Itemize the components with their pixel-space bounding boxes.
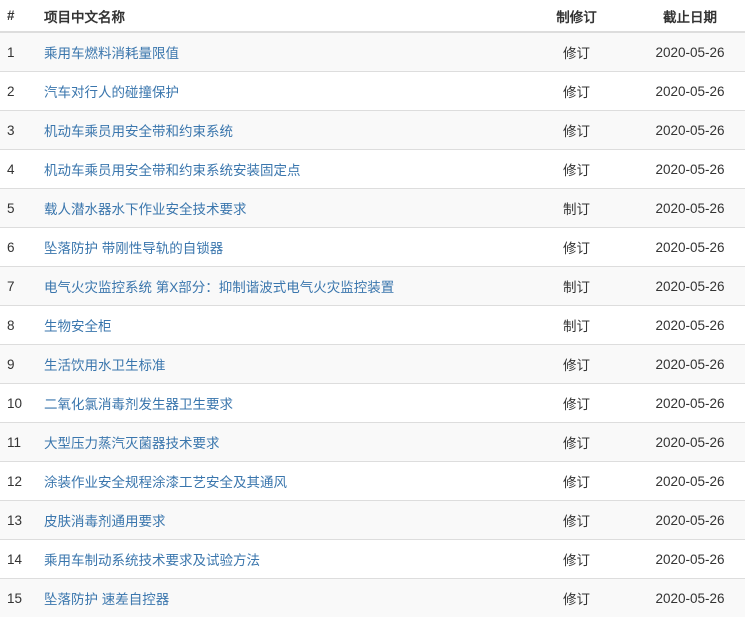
row-num: 5 bbox=[0, 189, 44, 228]
header-type: 制修订 bbox=[518, 0, 635, 32]
table-row: 5 载人潜水器水下作业安全技术要求 制订 2020-05-26 bbox=[0, 189, 745, 228]
table-row: 10 二氧化氯消毒剂发生器卫生要求 修订 2020-05-26 bbox=[0, 384, 745, 423]
project-name-link[interactable]: 机动车乘员用安全带和约束系统安装固定点 bbox=[44, 163, 301, 178]
table-row: 15 坠落防护 速差自控器 修订 2020-05-26 bbox=[0, 579, 745, 617]
row-deadline: 2020-05-26 bbox=[635, 32, 745, 72]
table-row: 9 生活饮用水卫生标准 修订 2020-05-26 bbox=[0, 345, 745, 384]
row-deadline: 2020-05-26 bbox=[635, 384, 745, 423]
row-name-cell: 乘用车制动系统技术要求及试验方法 bbox=[44, 540, 518, 579]
project-name-link[interactable]: 电气火灾监控系统 第X部分：抑制谐波式电气火灾监控装置 bbox=[44, 280, 394, 295]
row-num: 8 bbox=[0, 306, 44, 345]
row-num: 6 bbox=[0, 228, 44, 267]
row-type: 制订 bbox=[518, 306, 635, 345]
row-type: 修订 bbox=[518, 228, 635, 267]
row-name-cell: 电气火灾监控系统 第X部分：抑制谐波式电气火灾监控装置 bbox=[44, 267, 518, 306]
row-deadline: 2020-05-26 bbox=[635, 189, 745, 228]
row-num: 14 bbox=[0, 540, 44, 579]
table-row: 7 电气火灾监控系统 第X部分：抑制谐波式电气火灾监控装置 制订 2020-05… bbox=[0, 267, 745, 306]
row-deadline: 2020-05-26 bbox=[635, 501, 745, 540]
project-name-link[interactable]: 机动车乘员用安全带和约束系统 bbox=[44, 124, 233, 139]
row-num: 9 bbox=[0, 345, 44, 384]
row-num: 12 bbox=[0, 462, 44, 501]
table-row: 11 大型压力蒸汽灭菌器技术要求 修订 2020-05-26 bbox=[0, 423, 745, 462]
row-num: 2 bbox=[0, 72, 44, 111]
row-name-cell: 汽车对行人的碰撞保护 bbox=[44, 72, 518, 111]
row-name-cell: 涂装作业安全规程涂漆工艺安全及其通风 bbox=[44, 462, 518, 501]
project-name-link[interactable]: 大型压力蒸汽灭菌器技术要求 bbox=[44, 436, 220, 451]
table-header-row: # 项目中文名称 制修订 截止日期 bbox=[0, 0, 745, 32]
project-name-link[interactable]: 汽车对行人的碰撞保护 bbox=[44, 85, 179, 100]
row-deadline: 2020-05-26 bbox=[635, 306, 745, 345]
row-num: 10 bbox=[0, 384, 44, 423]
table-row: 1 乘用车燃料消耗量限值 修订 2020-05-26 bbox=[0, 32, 745, 72]
row-num: 11 bbox=[0, 423, 44, 462]
row-type: 修订 bbox=[518, 111, 635, 150]
row-type: 修订 bbox=[518, 345, 635, 384]
row-name-cell: 生物安全柜 bbox=[44, 306, 518, 345]
row-name-cell: 二氧化氯消毒剂发生器卫生要求 bbox=[44, 384, 518, 423]
row-num: 15 bbox=[0, 579, 44, 617]
row-deadline: 2020-05-26 bbox=[635, 462, 745, 501]
row-type: 修订 bbox=[518, 150, 635, 189]
row-type: 修订 bbox=[518, 501, 635, 540]
project-name-link[interactable]: 乘用车制动系统技术要求及试验方法 bbox=[44, 553, 260, 568]
table-row: 4 机动车乘员用安全带和约束系统安装固定点 修订 2020-05-26 bbox=[0, 150, 745, 189]
row-type: 修订 bbox=[518, 32, 635, 72]
row-type: 修订 bbox=[518, 384, 635, 423]
row-deadline: 2020-05-26 bbox=[635, 111, 745, 150]
row-num: 13 bbox=[0, 501, 44, 540]
row-deadline: 2020-05-26 bbox=[635, 150, 745, 189]
project-name-link[interactable]: 载人潜水器水下作业安全技术要求 bbox=[44, 202, 247, 217]
project-name-link[interactable]: 坠落防护 带刚性导轨的自锁器 bbox=[44, 241, 223, 256]
row-type: 制订 bbox=[518, 267, 635, 306]
table-row: 12 涂装作业安全规程涂漆工艺安全及其通风 修订 2020-05-26 bbox=[0, 462, 745, 501]
row-deadline: 2020-05-26 bbox=[635, 540, 745, 579]
row-num: 1 bbox=[0, 32, 44, 72]
row-name-cell: 生活饮用水卫生标准 bbox=[44, 345, 518, 384]
table-row: 8 生物安全柜 制订 2020-05-26 bbox=[0, 306, 745, 345]
row-type: 修订 bbox=[518, 579, 635, 617]
table-row: 13 皮肤消毒剂通用要求 修订 2020-05-26 bbox=[0, 501, 745, 540]
row-name-cell: 皮肤消毒剂通用要求 bbox=[44, 501, 518, 540]
row-type: 修订 bbox=[518, 462, 635, 501]
project-name-link[interactable]: 坠落防护 速差自控器 bbox=[44, 592, 169, 607]
row-name-cell: 大型压力蒸汽灭菌器技术要求 bbox=[44, 423, 518, 462]
table-row: 6 坠落防护 带刚性导轨的自锁器 修订 2020-05-26 bbox=[0, 228, 745, 267]
row-type: 制订 bbox=[518, 189, 635, 228]
header-name: 项目中文名称 bbox=[44, 0, 518, 32]
table-row: 14 乘用车制动系统技术要求及试验方法 修订 2020-05-26 bbox=[0, 540, 745, 579]
table-row: 3 机动车乘员用安全带和约束系统 修订 2020-05-26 bbox=[0, 111, 745, 150]
row-num: 4 bbox=[0, 150, 44, 189]
header-deadline: 截止日期 bbox=[635, 0, 745, 32]
row-num: 3 bbox=[0, 111, 44, 150]
row-type: 修订 bbox=[518, 72, 635, 111]
row-type: 修订 bbox=[518, 423, 635, 462]
project-name-link[interactable]: 二氧化氯消毒剂发生器卫生要求 bbox=[44, 397, 233, 412]
row-name-cell: 机动车乘员用安全带和约束系统 bbox=[44, 111, 518, 150]
project-name-link[interactable]: 乘用车燃料消耗量限值 bbox=[44, 46, 179, 61]
row-name-cell: 机动车乘员用安全带和约束系统安装固定点 bbox=[44, 150, 518, 189]
row-name-cell: 坠落防护 带刚性导轨的自锁器 bbox=[44, 228, 518, 267]
row-name-cell: 载人潜水器水下作业安全技术要求 bbox=[44, 189, 518, 228]
project-name-link[interactable]: 涂装作业安全规程涂漆工艺安全及其通风 bbox=[44, 475, 287, 490]
project-name-link[interactable]: 生活饮用水卫生标准 bbox=[44, 358, 166, 373]
project-name-link[interactable]: 皮肤消毒剂通用要求 bbox=[44, 514, 166, 529]
row-deadline: 2020-05-26 bbox=[635, 72, 745, 111]
row-name-cell: 坠落防护 速差自控器 bbox=[44, 579, 518, 617]
row-deadline: 2020-05-26 bbox=[635, 228, 745, 267]
header-num: # bbox=[0, 0, 44, 32]
table-row: 2 汽车对行人的碰撞保护 修订 2020-05-26 bbox=[0, 72, 745, 111]
row-deadline: 2020-05-26 bbox=[635, 267, 745, 306]
row-deadline: 2020-05-26 bbox=[635, 423, 745, 462]
row-name-cell: 乘用车燃料消耗量限值 bbox=[44, 32, 518, 72]
row-deadline: 2020-05-26 bbox=[635, 579, 745, 617]
project-name-link[interactable]: 生物安全柜 bbox=[44, 319, 112, 334]
row-type: 修订 bbox=[518, 540, 635, 579]
row-num: 7 bbox=[0, 267, 44, 306]
row-deadline: 2020-05-26 bbox=[635, 345, 745, 384]
